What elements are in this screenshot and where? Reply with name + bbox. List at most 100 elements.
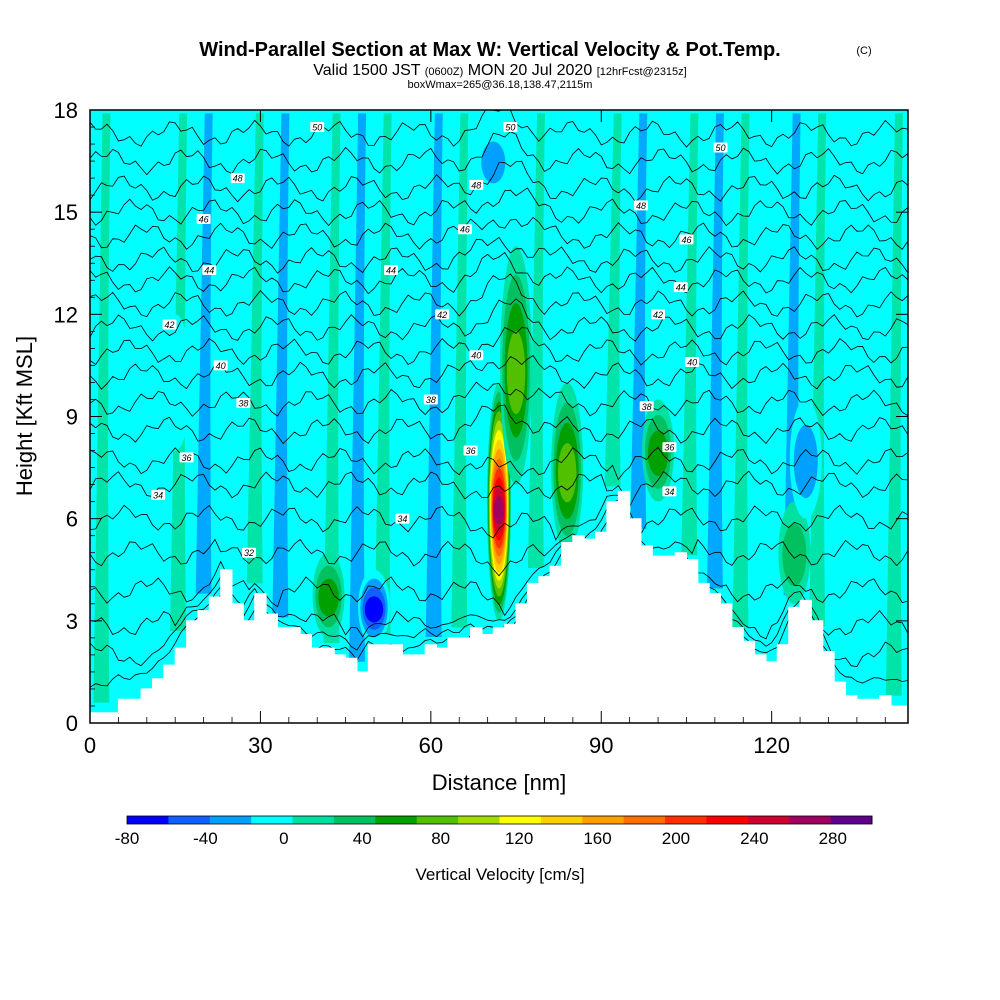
theta-contour — [90, 470, 908, 508]
colorbar-tick-label: -40 — [193, 829, 218, 848]
contour-label-text: 32 — [244, 548, 254, 558]
contour-label: 32 — [242, 547, 257, 558]
plot-area: 32 34 34 34 36 36 36 38 38 38 40 40 40 42 42 42 44 44 44 46… — [90, 110, 908, 723]
chart-subtitle-2: boxWmax=265@36.18,138.47,2115m — [408, 79, 593, 91]
contour-label: 48 — [469, 179, 484, 190]
contour-label: 38 — [423, 394, 438, 405]
colorbar-swatch — [499, 816, 542, 824]
colorbar: -80 -40 0 40 80 120 160 200 240 280 — [115, 815, 873, 848]
vv-column — [195, 113, 213, 594]
contour-label-text: 36 — [466, 446, 476, 456]
subtitle-prefix: Valid 1500 JST — [313, 62, 421, 79]
theta-contour — [90, 499, 908, 577]
contour-label: 42 — [651, 309, 666, 320]
y-tick-label: 15 — [54, 200, 78, 225]
colorbar-swatch — [582, 816, 625, 824]
contour-label-text: 46 — [460, 225, 470, 235]
contour-label-text: 34 — [397, 514, 407, 524]
colorbar-swatch — [292, 816, 335, 824]
theta-contour — [90, 446, 908, 481]
y-tick-label: 9 — [66, 405, 78, 430]
contour-label-text: 40 — [216, 361, 226, 371]
contour-label-text: 34 — [153, 490, 163, 500]
vv-core — [481, 141, 506, 184]
x-tick-label: 60 — [419, 733, 443, 758]
y-tick-label: 18 — [54, 98, 78, 123]
theta-contour — [90, 187, 908, 227]
colorbar-tick-label: -80 — [115, 829, 140, 848]
colorbar-swatch — [168, 816, 211, 824]
colorbar-swatch — [789, 816, 832, 824]
colorbar-tick-label: 240 — [740, 829, 768, 848]
contour-label: 36 — [463, 445, 478, 456]
contour-label: 46 — [679, 234, 694, 245]
theta-contour — [90, 252, 908, 295]
vv-column — [349, 113, 367, 662]
contour-label: 50 — [310, 122, 325, 133]
y-tick-label: 0 — [66, 711, 78, 736]
vv-core — [493, 496, 505, 525]
y-tick-label: 6 — [66, 507, 78, 532]
subtitle-date: MON 20 Jul 2020 — [468, 62, 593, 79]
vv-column — [527, 113, 546, 569]
y-axis-label: Height [Kft MSL] — [12, 336, 37, 496]
colorbar-swatch — [747, 816, 790, 824]
contour-label-text: 44 — [386, 266, 396, 276]
vv-column — [706, 113, 724, 589]
y-tick-label: 3 — [66, 609, 78, 634]
theta-contour — [90, 298, 908, 342]
colorbar-tick-label: 40 — [353, 829, 372, 848]
contour-label: 48 — [634, 200, 649, 211]
x-tick-label: 120 — [753, 733, 790, 758]
vv-core — [647, 430, 669, 476]
contour-label: 38 — [236, 397, 251, 408]
subtitle-utc: (0600Z) — [425, 66, 464, 78]
colorbar-swatch — [127, 816, 169, 824]
colorbar-swatch — [251, 816, 294, 824]
contour-label-text: 48 — [233, 174, 243, 184]
contour-label: 50 — [713, 142, 728, 153]
vv-core — [782, 523, 807, 587]
copyright-mark: (C) — [856, 45, 871, 57]
contour-label-text: 38 — [426, 395, 436, 405]
contour-label: 34 — [151, 489, 166, 500]
vv-column — [246, 113, 264, 584]
vv-core — [159, 314, 192, 451]
vv-column — [374, 113, 392, 635]
contour-label-text: 42 — [165, 320, 175, 330]
contour-label-text: 50 — [716, 143, 726, 153]
contour-label: 44 — [202, 265, 217, 276]
contour-label-text: 36 — [182, 453, 192, 463]
colorbar-tick-label: 160 — [583, 829, 611, 848]
colorbar-swatch — [665, 816, 707, 824]
colorbar-swatch — [830, 816, 873, 824]
x-tick-label: 0 — [84, 733, 96, 758]
colorbar-frame — [126, 815, 873, 825]
terrain-mask — [90, 490, 908, 723]
colorbar-tick-label: 280 — [819, 829, 847, 848]
vertical-velocity-field — [93, 113, 903, 703]
colorbar-swatch — [623, 816, 666, 824]
contour-label-text: 42 — [437, 310, 447, 320]
contour-label: 34 — [395, 513, 410, 524]
theta-contour — [90, 160, 908, 203]
subtitle-forecast: [12hrFcst@2315z] — [597, 66, 687, 78]
theta-contour — [90, 404, 908, 445]
vv-column — [885, 113, 903, 696]
contour-label: 40 — [469, 350, 484, 361]
vv-core — [793, 424, 818, 499]
contour-labels: 32 34 34 34 36 36 36 38 38 38 40 40 40 42 42 42 44 44 44 46… — [151, 122, 728, 558]
contour-label-text: 38 — [238, 398, 248, 408]
colorbar-swatch — [333, 816, 376, 824]
colorbar-swatch — [706, 816, 749, 824]
colorbar-tick-label: 120 — [505, 829, 533, 848]
contour-label-text: 48 — [471, 180, 481, 190]
theta-contour — [90, 236, 908, 274]
colorbar-label: Vertical Velocity [cm/s] — [415, 865, 584, 884]
vv-column — [272, 113, 290, 618]
contour-label: 44 — [384, 265, 399, 276]
contour-label-text: 46 — [681, 235, 691, 245]
theta-contour — [90, 494, 908, 541]
